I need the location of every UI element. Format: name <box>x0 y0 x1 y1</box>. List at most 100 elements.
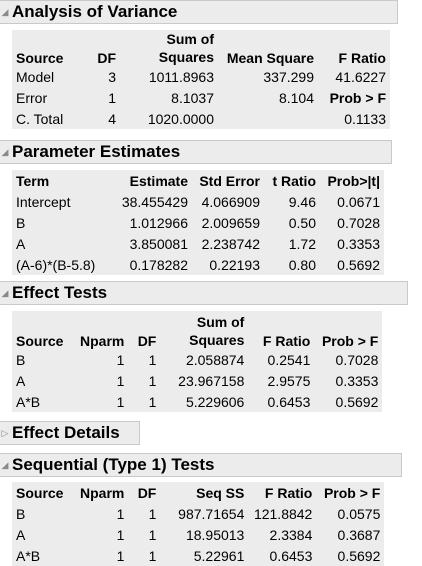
effect-title: Effect Tests <box>12 283 108 302</box>
col-prob: Prob>|t| <box>327 172 380 189</box>
cell-nparm: 1 <box>116 393 125 410</box>
cell-term: (A-6)*(B-5.8) <box>16 256 96 273</box>
disclosure-down-icon[interactable]: ◢ <box>1 287 9 298</box>
cell-f: 41.6227 <box>335 68 386 85</box>
cell-prob: 0.0671 <box>337 193 380 210</box>
prob-value: 0.1133 <box>344 110 386 127</box>
cell-stderr: 4.066909 <box>201 193 260 210</box>
cell-f: 0.6453 <box>269 547 313 564</box>
effect-section: ◢ Effect Tests <box>0 281 408 305</box>
col-f: F Ratio <box>318 30 390 66</box>
cell-source: A*B <box>16 547 41 564</box>
col-nparm: Nparm <box>80 333 125 349</box>
cell-f: 0.2541 <box>267 351 311 368</box>
cell-source: B <box>16 505 26 522</box>
cell-source: A*B <box>16 393 41 410</box>
table-row: Intercept 38.455429 4.066909 9.46 0.0671 <box>12 191 384 212</box>
cell-term: Intercept <box>16 193 71 210</box>
cell-ss: 1020.0000 <box>147 110 214 127</box>
col-ms: Mean Square <box>218 30 318 66</box>
col-f: F Ratio <box>262 333 311 349</box>
table-row: B 1 1 987.71654 121.8842 0.0575 <box>12 503 385 524</box>
col-source-label: Source <box>16 50 64 66</box>
col-df: DF <box>84 30 120 66</box>
cell-ss: 18.95013 <box>185 526 245 543</box>
cell-df: 1 <box>148 547 157 564</box>
prob-header: Prob > F <box>329 89 386 106</box>
cell-ss: 23.967158 <box>178 372 245 389</box>
cell-prob: 0.5692 <box>335 393 379 410</box>
cell-ss: 987.71654 <box>178 505 245 522</box>
table-row: A 1 1 18.95013 2.3384 0.3687 <box>12 524 385 545</box>
table-row: C. Total 4 1020.0000 0.1133 <box>12 108 390 129</box>
cell-ss: 1011.8963 <box>148 68 214 85</box>
cell-term: A <box>16 235 26 252</box>
cell-df: 1 <box>148 526 157 543</box>
cell-prob: 0.3687 <box>337 526 381 543</box>
cell-nparm: 1 <box>116 526 125 543</box>
col-estimate: Estimate <box>129 172 188 189</box>
cell-df: 3 <box>108 68 116 85</box>
cell-prob: 0.5692 <box>337 256 380 273</box>
cell-source: A <box>16 372 26 389</box>
cell-f: 121.8842 <box>253 505 313 522</box>
table-row: (A-6)*(B-5.8) 0.178282 0.22193 0.80 0.56… <box>12 254 384 275</box>
disclosure-right-icon[interactable]: ▷ <box>1 427 9 438</box>
cell-f: 2.9575 <box>267 372 311 389</box>
cell-df: 4 <box>108 110 116 127</box>
sequential-header[interactable]: ◢ Sequential (Type 1) Tests <box>0 453 402 477</box>
col-term: Term <box>16 172 50 189</box>
cell-nparm: 1 <box>116 372 125 389</box>
table-row: A*B 1 1 5.229606 0.6453 0.5692 <box>12 391 383 412</box>
cell-df: 1 <box>148 372 157 389</box>
cell-stderr: 2.009659 <box>201 214 260 231</box>
cell-ss: 2.058874 <box>185 351 245 368</box>
col-source: Source <box>12 30 84 66</box>
param-header[interactable]: ◢ Parameter Estimates <box>0 140 392 164</box>
table-row: A 3.850081 2.238742 1.72 0.3353 <box>12 233 384 254</box>
sequential-table: Source Nparm DF Seq SS F Ratio Prob > F … <box>12 482 385 566</box>
table-row: A 1 1 23.967158 2.9575 0.3353 <box>12 370 383 391</box>
cell-estimate: 0.178282 <box>129 256 188 273</box>
cell-prob: 0.3353 <box>335 372 379 389</box>
col-prob: Prob > F <box>321 333 379 349</box>
disclosure-down-icon[interactable]: ◢ <box>1 459 9 470</box>
table-row: Model 3 1011.8963 337.299 41.6227 <box>12 66 390 87</box>
param-table: Term Estimate Std Error t Ratio Prob>|t|… <box>12 170 384 275</box>
col-ss-bottom: Squares <box>189 332 245 348</box>
table-row: A*B 1 1 5.22961 0.6453 0.5692 <box>12 545 385 566</box>
table-row: Error 1 8.1037 8.104 Prob > F <box>12 87 390 108</box>
cell-t: 1.72 <box>288 235 316 252</box>
col-source: Source <box>16 484 64 501</box>
col-stderr: Std Error <box>199 172 260 189</box>
cell-ms <box>218 108 318 129</box>
cell-nparm: 1 <box>116 505 125 522</box>
sequential-section: ◢ Sequential (Type 1) Tests <box>0 453 402 477</box>
anova-section: ◢ Analysis of Variance <box>0 0 398 24</box>
cell-source: C. Total <box>16 110 64 127</box>
disclosure-down-icon[interactable]: ◢ <box>1 146 9 157</box>
cell-source: Model <box>16 68 55 85</box>
cell-nparm: 1 <box>116 351 125 368</box>
cell-prob: 0.3353 <box>337 235 380 252</box>
table-row: B 1 1 2.058874 0.2541 0.7028 <box>12 349 383 370</box>
cell-estimate: 3.850081 <box>129 235 188 252</box>
cell-term: B <box>16 214 26 231</box>
cell-source: A <box>16 526 26 543</box>
cell-t: 0.80 <box>288 256 316 273</box>
cell-prob: 0.7028 <box>335 351 379 368</box>
effect-header[interactable]: ◢ Effect Tests <box>0 281 408 305</box>
col-source: Source <box>16 333 64 349</box>
col-ss-top: Sum of <box>166 31 214 47</box>
cell-df: 1 <box>108 89 116 106</box>
col-t: t Ratio <box>272 172 316 189</box>
details-header[interactable]: ▷ Effect Details <box>0 421 140 445</box>
col-seqss: Seq SS <box>196 484 245 501</box>
anova-header[interactable]: ◢ Analysis of Variance <box>0 0 398 24</box>
col-ss-bottom: Squares <box>158 49 214 65</box>
details-title: Effect Details <box>12 423 120 442</box>
cell-estimate: 38.455429 <box>121 193 188 210</box>
cell-prob: 0.5692 <box>337 547 381 564</box>
disclosure-down-icon[interactable]: ◢ <box>1 6 9 17</box>
col-ss: Sum of Squares <box>120 30 218 66</box>
